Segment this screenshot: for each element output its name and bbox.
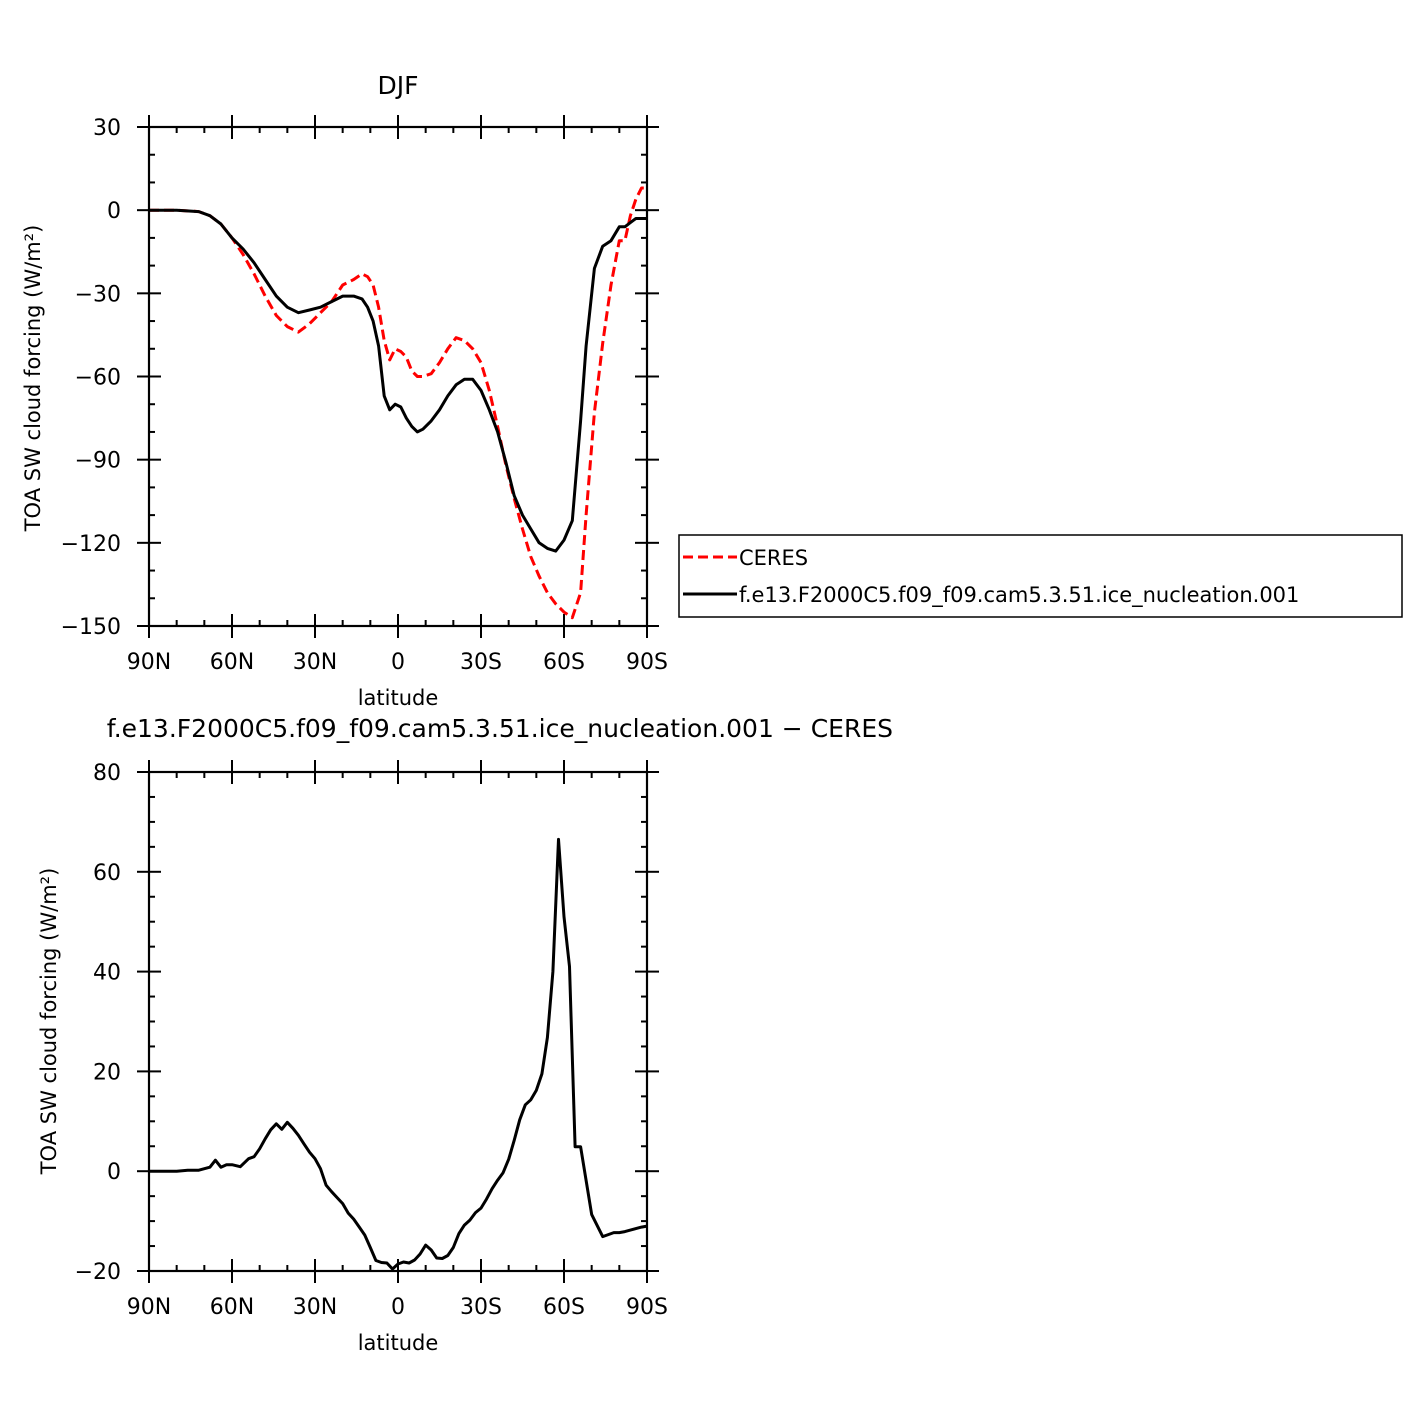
x-tick-label: 60S — [543, 650, 585, 675]
top-x-axis-label: latitude — [358, 686, 439, 710]
x-tick-label: 60S — [543, 1295, 585, 1320]
bottom-x-axis-label: latitude — [358, 1331, 439, 1355]
y-tick-label: 80 — [93, 761, 121, 786]
bottom-y-tick-labels: 80 60 40 20 0 −20 — [75, 761, 121, 1285]
y-tick-label: −120 — [61, 532, 121, 557]
y-tick-label: −60 — [75, 366, 121, 391]
x-tick-label: 60N — [210, 650, 254, 675]
legend-entry-ceres: CERES — [739, 546, 808, 570]
series-line-0 — [149, 186, 647, 620]
x-tick-label: 0 — [391, 1295, 405, 1320]
x-tick-label: 30S — [460, 1295, 502, 1320]
y-tick-label: 0 — [107, 199, 121, 224]
x-tick-label: 30N — [293, 650, 337, 675]
top-axis-ticks — [137, 115, 659, 638]
djf-forcing-panel: DJF 90N 60N 30N 0 30S 60S 90S 30 0 −30 −60 −90 −120… — [21, 71, 668, 710]
bottom-axis-ticks — [137, 760, 659, 1283]
series-line-0 — [149, 837, 648, 1271]
top-y-tick-labels: 30 0 −30 −60 −90 −120 −150 — [61, 116, 121, 640]
y-tick-label: −90 — [75, 449, 121, 474]
y-tick-label: 30 — [93, 116, 121, 141]
legend: CERES f.e13.F2000C5.f09_f09.cam5.3.51.ic… — [678, 534, 1403, 618]
y-tick-label: 20 — [93, 1060, 121, 1085]
legend-entry-model: f.e13.F2000C5.f09_f09.cam5.3.51.ice_nucl… — [739, 583, 1299, 608]
x-tick-label: 90N — [127, 650, 171, 675]
top-x-tick-labels: 90N 60N 30N 0 30S 60S 90S — [127, 650, 668, 675]
x-tick-label: 90S — [626, 650, 668, 675]
panel-title-djf: DJF — [377, 71, 418, 100]
y-tick-label: −30 — [75, 282, 121, 307]
x-tick-label: 30S — [460, 650, 502, 675]
x-tick-label: 90S — [626, 1295, 668, 1320]
x-tick-label: 60N — [210, 1295, 254, 1320]
x-tick-label: 30N — [293, 1295, 337, 1320]
bottom-x-tick-labels: 90N 60N 30N 0 30S 60S 90S — [127, 1295, 668, 1320]
bottom-series-lines — [149, 837, 648, 1271]
y-tick-label: −150 — [61, 615, 121, 640]
bottom-plot-frame — [147, 770, 649, 1273]
y-tick-label: 40 — [93, 961, 121, 986]
y-tick-label: 60 — [93, 861, 121, 886]
top-series-lines — [149, 186, 647, 620]
legend-box — [678, 534, 1403, 618]
series-line-1 — [149, 208, 647, 553]
y-tick-label: 0 — [107, 1160, 121, 1185]
top-plot-frame — [147, 125, 649, 628]
x-tick-label: 0 — [391, 650, 405, 675]
difference-panel: f.e13.F2000C5.f09_f09.cam5.3.51.ice_nucl… — [37, 714, 893, 1355]
y-tick-label: −20 — [75, 1260, 121, 1285]
top-y-axis-label: TOA SW cloud forcing (W/m²) — [21, 225, 45, 533]
panel-title-difference: f.e13.F2000C5.f09_f09.cam5.3.51.ice_nucl… — [107, 714, 893, 743]
x-tick-label: 90N — [127, 1295, 171, 1320]
bottom-y-axis-label: TOA SW cloud forcing (W/m²) — [37, 868, 61, 1176]
